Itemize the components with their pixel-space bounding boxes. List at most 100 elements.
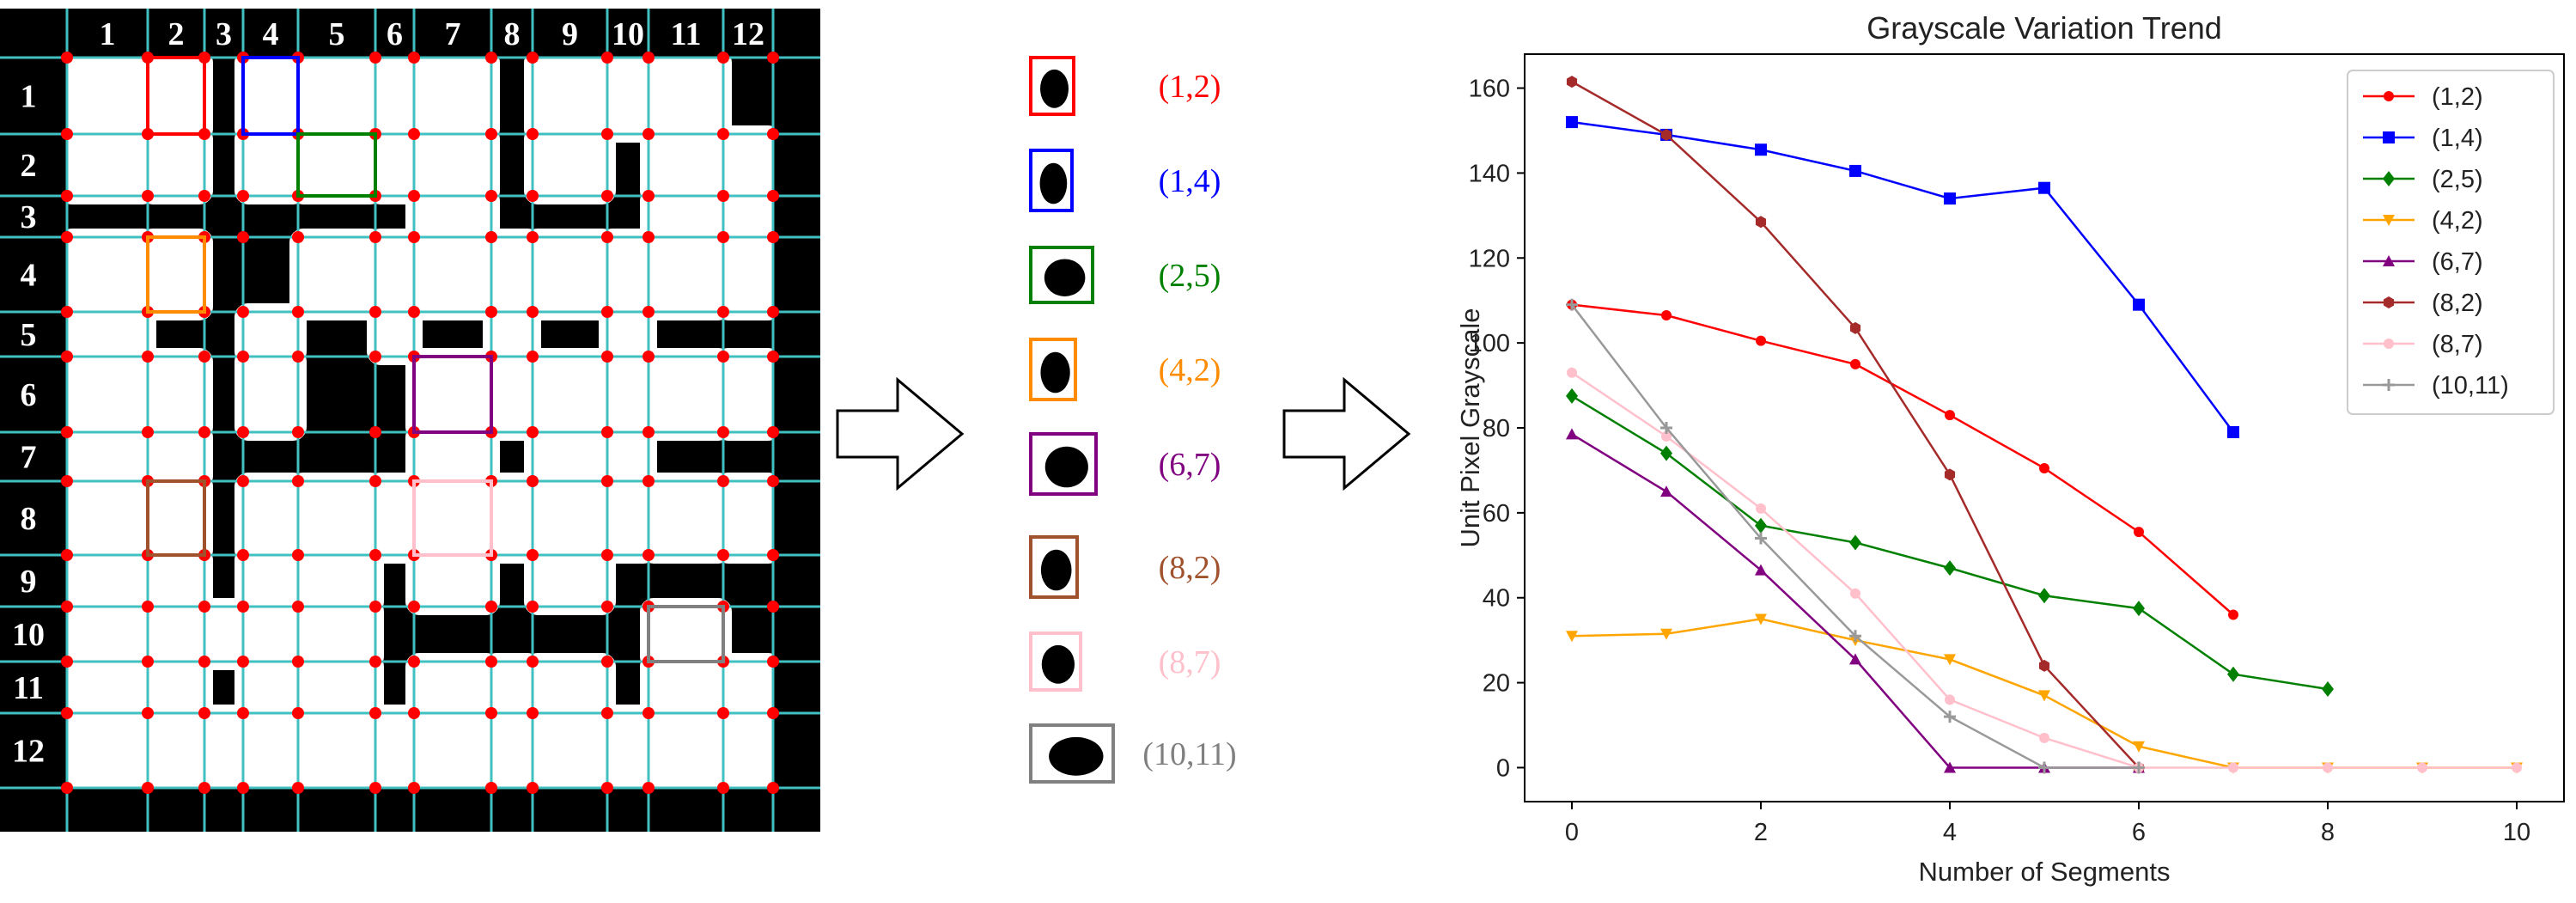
intersection-dot [198,601,210,613]
right-arrow-icon [1282,376,1411,491]
intersection-dot [767,601,779,613]
grid-cell [405,473,500,564]
intersection-dot [767,52,779,64]
intersection-dot [142,190,154,202]
data-point [1567,367,1577,378]
grid-cell [640,473,732,564]
intersection-dot [527,707,539,719]
data-point [1755,613,1767,625]
intersection-dot [408,601,420,613]
legend-marker [2383,171,2395,186]
highlight-box-6 [412,479,493,557]
row-label: 6 [21,377,37,413]
intersection-dot [601,707,613,719]
intersection-dot [485,231,497,243]
intersection-dot [408,306,420,318]
data-point [2133,741,2145,753]
intersection-dot [61,549,73,561]
x-tick-label: 4 [1943,819,1957,846]
row-label: 9 [21,564,37,600]
intersection-dot [717,782,729,794]
intersection-dot [61,231,73,243]
data-point [1849,534,1861,551]
intersection-dot [642,306,655,318]
legend-entry: (8,2) [2432,290,2483,317]
data-point [1660,485,1672,497]
intersection-dot [527,656,539,668]
intersection-dot [601,426,613,438]
intersection-dot [61,475,73,487]
grid-cell [715,473,773,564]
grid-cell [405,705,500,788]
data-point [2133,298,2145,311]
intersection-dot [369,656,381,668]
legend-marker [2383,296,2395,308]
intersection-dot [642,549,655,561]
grid-cell [139,705,213,788]
row-label: 2 [21,148,37,184]
intersection-dot [237,549,249,561]
cell-blob [1041,644,1075,684]
intersection-dot [142,656,154,668]
intersection-dot [717,306,729,318]
grid-cell [234,598,307,670]
legend-entry: (8,7) [2432,331,2483,358]
data-point [1756,503,1766,514]
intersection-dot [642,231,655,243]
data-point [1660,628,1672,640]
grid-cell [67,546,156,615]
intersection-dot [527,549,539,561]
intersection-dot [369,306,381,318]
intersection-dot [767,475,779,487]
row-label: 5 [21,317,37,353]
intersection-dot [601,601,613,613]
intersection-dot [767,351,779,363]
data-point [1944,711,1956,723]
intersection-dot [408,231,420,243]
intersection-dot [527,231,539,243]
cell-label: (8,7) [1159,644,1221,680]
data-point [1850,588,1860,599]
column-label: 7 [445,16,461,52]
intersection-dot [198,782,210,794]
intersection-dot [601,190,613,202]
data-point [1566,387,1578,404]
intersection-dot [642,190,655,202]
intersection-dot [369,549,381,561]
data-point [1566,428,1578,440]
grid-cell [67,705,156,788]
grid-cell [289,125,384,204]
grid-cell [524,473,616,564]
cell-label: (10,11) [1142,736,1236,772]
intersection-dot [601,128,613,140]
intersection-dot [237,426,249,438]
data-point [1849,321,1861,334]
intersection-dot [642,782,655,794]
data-point [1660,445,1672,461]
highlight-box-2 [296,132,377,198]
intersection-dot [292,306,304,318]
y-tick-label: 20 [1483,670,1510,698]
cell-blob [1044,446,1088,488]
column-label: 10 [612,16,644,52]
grid-cell [405,58,500,143]
intersection-dot [408,190,420,202]
grid-cell [524,125,616,204]
grid-cell [524,58,616,143]
data-point [2039,732,2049,743]
grid-cell [234,473,307,564]
intersection-dot [601,782,613,794]
series-2 [1566,387,2334,698]
intersection-dot [527,128,539,140]
intersection-dot [198,656,210,668]
data-point [1661,430,1672,442]
intersection-dot [485,656,497,668]
y-axis-label: Unit Pixel Grayscale [1455,308,1485,547]
intersection-dot [142,782,154,794]
cell-label: (6,7) [1159,447,1221,483]
data-point [1755,517,1767,534]
column-label: 12 [732,16,764,52]
legend-marker [2383,379,2395,391]
intersection-dot [642,52,655,64]
data-point [2512,762,2522,773]
